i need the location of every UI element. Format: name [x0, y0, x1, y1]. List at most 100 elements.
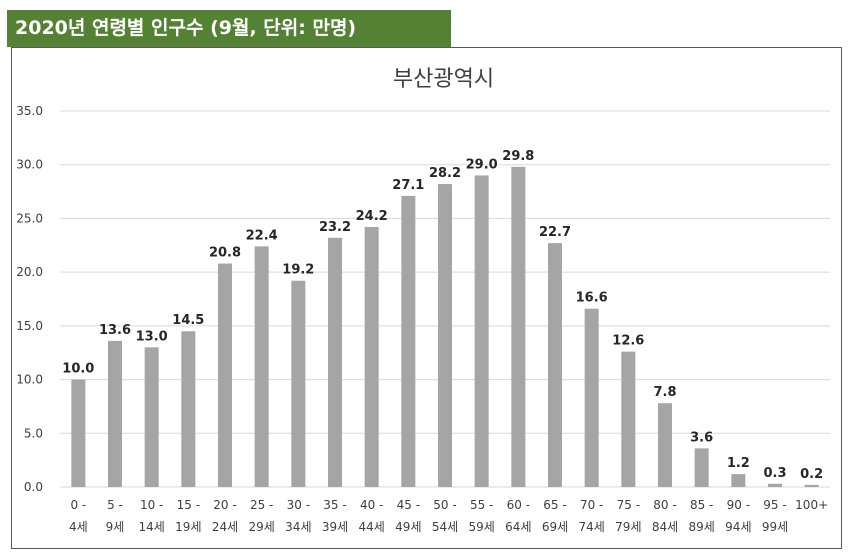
bar	[658, 403, 672, 487]
bar	[694, 448, 709, 487]
x-tick-label: 59세	[469, 520, 495, 534]
bars	[71, 166, 819, 487]
x-tick-label: 39세	[322, 520, 348, 534]
x-axis-ticks: 0 - 4세 5 - 9세 10 - 14세 15 - 19세 20 - 24세 25 - 29세 30…	[69, 498, 828, 534]
x-tick-label: 79세	[615, 520, 641, 534]
x-tick-label: 5 -	[107, 498, 123, 512]
x-tick-label: 45 -	[397, 498, 420, 512]
x-tick-label: 74세	[579, 520, 605, 534]
bar	[584, 308, 599, 487]
data-label: 1.2	[727, 456, 750, 471]
y-tick-label: 25.0	[16, 211, 43, 225]
y-tick-label: 10.0	[16, 373, 43, 387]
data-label: 3.6	[690, 430, 713, 445]
y-tick-label: 15.0	[16, 319, 43, 333]
x-tick-label: 54세	[432, 520, 458, 534]
x-tick-label: 95 -	[763, 498, 786, 512]
x-tick-label: 65 -	[543, 498, 566, 512]
bar	[144, 347, 159, 487]
x-tick-label: 100+	[795, 498, 828, 512]
y-tick-label: 20.0	[16, 265, 43, 279]
data-label: 16.6	[576, 291, 608, 306]
x-tick-label: 0 -	[70, 498, 86, 512]
chart-area: 부산광역시 0.0 5.0 10.0 15.0 20.0 25.0 30.0 35.0 10.…	[11, 47, 842, 549]
data-label: 23.2	[319, 220, 351, 235]
data-label: 12.6	[612, 334, 644, 349]
bar	[254, 246, 269, 487]
x-tick-label: 89세	[689, 520, 715, 534]
x-tick-label: 60 -	[507, 498, 530, 512]
data-label: 14.5	[172, 313, 204, 328]
y-tick-label: 30.0	[16, 158, 43, 172]
bar	[548, 243, 562, 487]
x-tick-label: 94세	[725, 520, 751, 534]
data-label: 24.2	[356, 209, 388, 224]
x-tick-label: 55 -	[470, 498, 493, 512]
data-label: 28.2	[429, 166, 461, 181]
x-tick-label: 15 -	[177, 498, 200, 512]
bar	[474, 175, 489, 487]
y-tick-label: 35.0	[16, 104, 43, 118]
x-tick-label: 64세	[505, 520, 531, 534]
bar	[71, 379, 86, 487]
data-label: 0.2	[800, 467, 823, 482]
x-tick-label: 20 -	[213, 498, 236, 512]
x-tick-label: 30 -	[287, 498, 310, 512]
x-tick-label: 29세	[249, 520, 275, 534]
bar	[108, 340, 122, 487]
data-label: 27.1	[392, 178, 424, 193]
bar	[181, 331, 196, 487]
data-label: 29.0	[466, 157, 498, 172]
bar	[511, 166, 526, 487]
x-tick-label: 14세	[139, 520, 165, 534]
data-label: 0.3	[763, 466, 786, 481]
bar	[768, 483, 782, 487]
data-label: 22.7	[539, 225, 571, 240]
data-label: 7.8	[653, 385, 676, 400]
bar	[804, 484, 819, 487]
bar	[328, 237, 342, 487]
x-tick-label: 4세	[69, 520, 88, 534]
bar	[218, 263, 232, 487]
bar	[364, 227, 379, 487]
y-tick-label: 5.0	[24, 426, 43, 440]
x-tick-label: 70 -	[580, 498, 603, 512]
x-tick-label: 24세	[212, 520, 238, 534]
x-tick-label: 85 -	[690, 498, 713, 512]
bar	[438, 184, 452, 487]
bar	[731, 474, 746, 487]
bar	[401, 195, 416, 487]
x-tick-label: 35 -	[323, 498, 346, 512]
data-label: 13.0	[136, 329, 168, 344]
data-labels: 10.0 13.6 13.0 14.5 20.8 22.4 19.2 23.2 24.2 27.1…	[62, 149, 823, 482]
x-tick-label: 90 -	[727, 498, 750, 512]
y-tick-label: 0.0	[24, 480, 43, 494]
x-tick-label: 99세	[762, 520, 788, 534]
data-label: 22.4	[246, 228, 278, 243]
x-tick-label: 44세	[359, 520, 385, 534]
data-label: 10.0	[62, 362, 94, 377]
x-tick-label: 10 -	[140, 498, 163, 512]
x-tick-label: 40 -	[360, 498, 383, 512]
x-tick-label: 69세	[542, 520, 568, 534]
bar-chart: 부산광역시 0.0 5.0 10.0 15.0 20.0 25.0 30.0 35.0 10.…	[16, 67, 830, 534]
x-tick-label: 84세	[652, 520, 678, 534]
data-label: 29.8	[502, 149, 534, 164]
x-tick-label: 49세	[395, 520, 421, 534]
x-tick-label: 50 -	[433, 498, 456, 512]
x-tick-label: 19세	[175, 520, 201, 534]
y-axis-ticks: 0.0 5.0 10.0 15.0 20.0 25.0 30.0 35.0	[16, 104, 43, 494]
bar	[291, 280, 306, 487]
bar	[621, 351, 636, 487]
data-label: 19.2	[282, 263, 314, 278]
x-tick-label: 80 -	[653, 498, 676, 512]
x-tick-label: 34세	[285, 520, 311, 534]
x-tick-label: 9세	[106, 520, 125, 534]
data-label: 20.8	[209, 246, 241, 261]
data-label: 13.6	[99, 323, 131, 338]
x-tick-label: 75 -	[617, 498, 640, 512]
header-title: 2020년 연령별 인구수 (9월, 단위: 만명)	[7, 10, 451, 47]
x-tick-label: 25 -	[250, 498, 273, 512]
chart-title: 부산광역시	[393, 67, 494, 92]
